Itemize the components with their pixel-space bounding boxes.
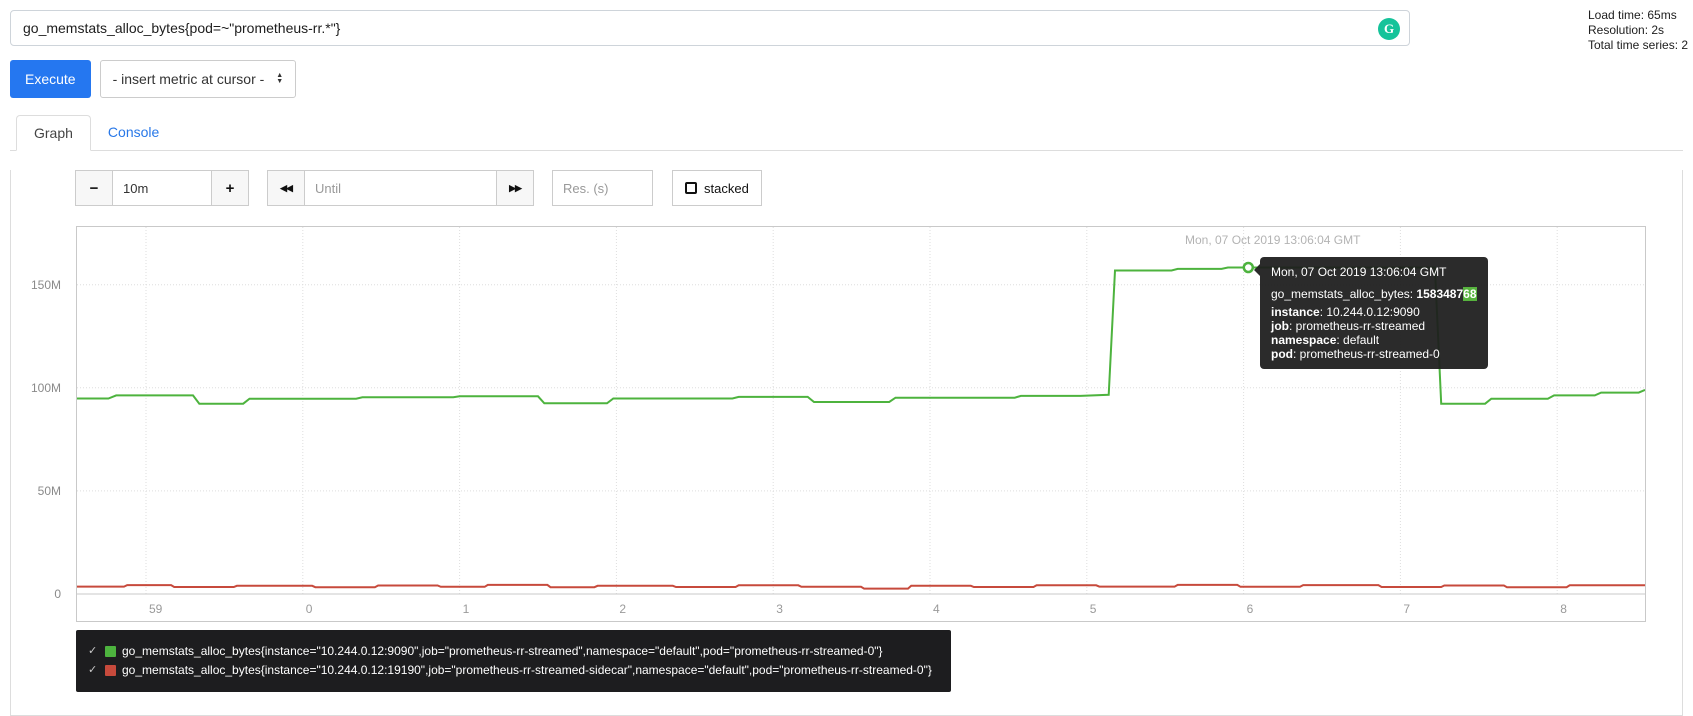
stacked-checkbox-icon <box>685 182 697 194</box>
insert-metric-dropdown-label: - insert metric at cursor - <box>112 71 265 87</box>
x-tick-label: 1 <box>463 602 470 616</box>
graph-panel: − + ◀◀ ▶▶ stacked 0 50M 100M 150M 59 0 1 2 3 4 5 6… <box>10 170 1683 716</box>
x-tick-label: 8 <box>1560 602 1567 616</box>
x-tick-label: 59 <box>149 602 163 616</box>
legend-swatch <box>105 665 116 676</box>
graph-controls: − + ◀◀ ▶▶ stacked <box>75 170 1682 206</box>
stacked-label: stacked <box>704 180 749 196</box>
legend-item[interactable]: ✓ go_memstats_alloc_bytes{instance="10.24… <box>88 661 939 680</box>
hover-date-label: Mon, 07 Oct 2019 13:06:04 GMT <box>1185 233 1361 247</box>
resolution-control <box>552 170 653 206</box>
time-forward-button[interactable]: ▶▶ <box>496 170 534 206</box>
tooltip-value: go_memstats_alloc_bytes: 158348768 <box>1271 287 1477 301</box>
select-arrows-icon: ▲ ▼ <box>276 72 284 85</box>
legend-item[interactable]: ✓ go_memstats_alloc_bytes{instance="10.24… <box>88 642 939 661</box>
query-input[interactable]: go_memstats_alloc_bytes{pod=~"prometheus… <box>10 10 1410 46</box>
legend-check-icon: ✓ <box>88 645 98 657</box>
until-control: ◀◀ ▶▶ <box>267 170 534 206</box>
stacked-toggle[interactable]: stacked <box>672 170 762 206</box>
execute-button[interactable]: Execute <box>10 60 91 98</box>
range-control: − + <box>75 170 249 206</box>
y-axis-labels: 0 50M 100M 150M <box>19 227 69 623</box>
graph-area: 0 50M 100M 150M 59 0 1 2 3 4 5 6 7 8 Mon, 07 Oct 201… <box>31 226 1646 692</box>
x-tick-label: 5 <box>1090 602 1097 616</box>
hover-tooltip: Mon, 07 Oct 2019 13:06:04 GMT go_memstat… <box>1254 257 1488 369</box>
x-tick-label: 4 <box>933 602 940 616</box>
tooltip-label-row: namespace: default <box>1271 333 1380 347</box>
query-row: go_memstats_alloc_bytes{pod=~"prometheus… <box>0 0 1693 52</box>
x-tick-label: 7 <box>1403 602 1410 616</box>
query-text: go_memstats_alloc_bytes{pod=~"prometheus… <box>23 20 341 36</box>
tab-console[interactable]: Console <box>107 124 160 140</box>
x-tick-label: 2 <box>619 602 626 616</box>
tooltip-value-highlight: 68 <box>1463 287 1477 301</box>
time-back-button[interactable]: ◀◀ <box>267 170 305 206</box>
chart-canvas: 59 0 1 2 3 4 5 6 7 8 <box>77 227 1645 616</box>
y-tick-label: 100M <box>30 380 61 395</box>
x-tick-label: 6 <box>1247 602 1254 616</box>
until-input[interactable] <box>304 170 497 206</box>
legend-series-text: go_memstats_alloc_bytes{instance="10.244… <box>122 663 932 677</box>
range-decrement-button[interactable]: − <box>75 170 113 206</box>
legend-check-icon: ✓ <box>88 664 98 676</box>
tooltip-label-row: job: prometheus-rr-streamed <box>1271 319 1426 333</box>
tooltip-title: Mon, 07 Oct 2019 13:06:04 GMT <box>1271 265 1447 279</box>
grammarly-icon[interactable]: G <box>1378 18 1400 40</box>
tooltip-label-row: instance: 10.244.0.12:9090 <box>1271 305 1420 319</box>
legend-swatch <box>105 646 116 657</box>
range-increment-button[interactable]: + <box>211 170 249 206</box>
y-tick-label: 50M <box>37 483 61 498</box>
load-time: Load time: 65ms <box>1588 8 1677 22</box>
tooltip-label-row: pod: prometheus-rr-streamed-0 <box>1271 347 1440 361</box>
x-tick-label: 0 <box>306 602 313 616</box>
series-line <box>77 266 1645 405</box>
insert-metric-dropdown[interactable]: - insert metric at cursor - ▲ ▼ <box>99 60 297 98</box>
resolution: Resolution: 2s <box>1588 23 1665 37</box>
series-line <box>77 583 1645 590</box>
x-tick-label: 3 <box>776 602 783 616</box>
chart[interactable]: 0 50M 100M 150M 59 0 1 2 3 4 5 6 7 8 Mon, 07 Oct 201… <box>31 226 1646 622</box>
range-input[interactable] <box>112 170 212 206</box>
total-time-series: Total time series: 2 <box>1588 38 1689 52</box>
hover-point-marker <box>1242 261 1255 274</box>
actions-row: Execute - insert metric at cursor - ▲ ▼ <box>10 60 1693 98</box>
query-stats: Load time: 65ms Resolution: 2s Total tim… <box>1588 8 1692 53</box>
tooltip-labels: instance: 10.244.0.12:9090 job: prometheu… <box>1271 305 1477 361</box>
y-tick-label: 150M <box>30 277 61 292</box>
y-tick-label: 0 <box>54 587 61 601</box>
legend: ✓ go_memstats_alloc_bytes{instance="10.24… <box>76 630 951 692</box>
resolution-input[interactable] <box>552 170 653 206</box>
legend-series-text: go_memstats_alloc_bytes{instance="10.244… <box>122 644 883 658</box>
tab-graph[interactable]: Graph <box>16 115 91 151</box>
tab-bar: Graph Console <box>10 115 1683 151</box>
